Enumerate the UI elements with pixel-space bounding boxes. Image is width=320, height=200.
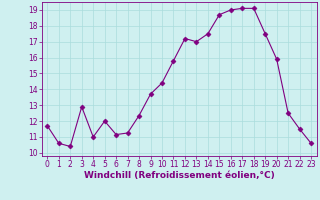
X-axis label: Windchill (Refroidissement éolien,°C): Windchill (Refroidissement éolien,°C) (84, 171, 275, 180)
